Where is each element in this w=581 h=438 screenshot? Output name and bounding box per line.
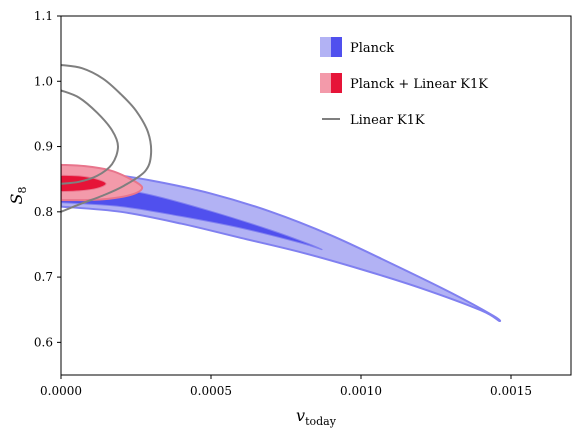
contour-95pct [61, 63, 153, 213]
legend-item: Linear K1K [322, 113, 425, 128]
legend-label: Planck [350, 41, 394, 56]
contour-68pct [61, 174, 107, 193]
y-tick-label: 1.0 [34, 74, 53, 88]
legend-swatch-inner [331, 37, 342, 57]
legend-item: Planck + Linear K1K [320, 73, 488, 93]
legend-label: Planck + Linear K1K [350, 77, 488, 92]
y-tick-label: 0.8 [34, 205, 53, 219]
y-tick-label: 0.6 [34, 335, 53, 349]
x-tick-label: 0.0000 [40, 384, 82, 398]
x-tick-label: 0.0005 [190, 384, 232, 398]
legend-swatch-outer [320, 73, 331, 93]
y-tick-label: 1.1 [34, 9, 53, 23]
contours-layer [61, 63, 502, 323]
contour-68pct [61, 89, 120, 185]
y-axis: 0.6 0.7 0.8 0.9 1.0 1.1 [34, 9, 61, 349]
x-axis-label: vtoday [296, 406, 337, 428]
legend-item: Planck [320, 37, 394, 57]
x-tick-label: 0.0015 [490, 384, 532, 398]
y-tick-label: 0.7 [34, 270, 53, 284]
series-linear-k1k [61, 63, 153, 213]
x-axis: 0.0000 0.0005 0.0010 0.0015 [40, 375, 532, 398]
x-tick-label: 0.0010 [340, 384, 382, 398]
legend-label: Linear K1K [350, 113, 425, 128]
legend-swatch-inner [331, 73, 342, 93]
plot-frame [60, 15, 572, 376]
legend: Planck Planck + Linear K1K Linear K1K [320, 37, 488, 128]
y-tick-label: 0.9 [34, 140, 53, 154]
y-axis-label: S8 [7, 187, 29, 205]
legend-swatch-outer [320, 37, 331, 57]
